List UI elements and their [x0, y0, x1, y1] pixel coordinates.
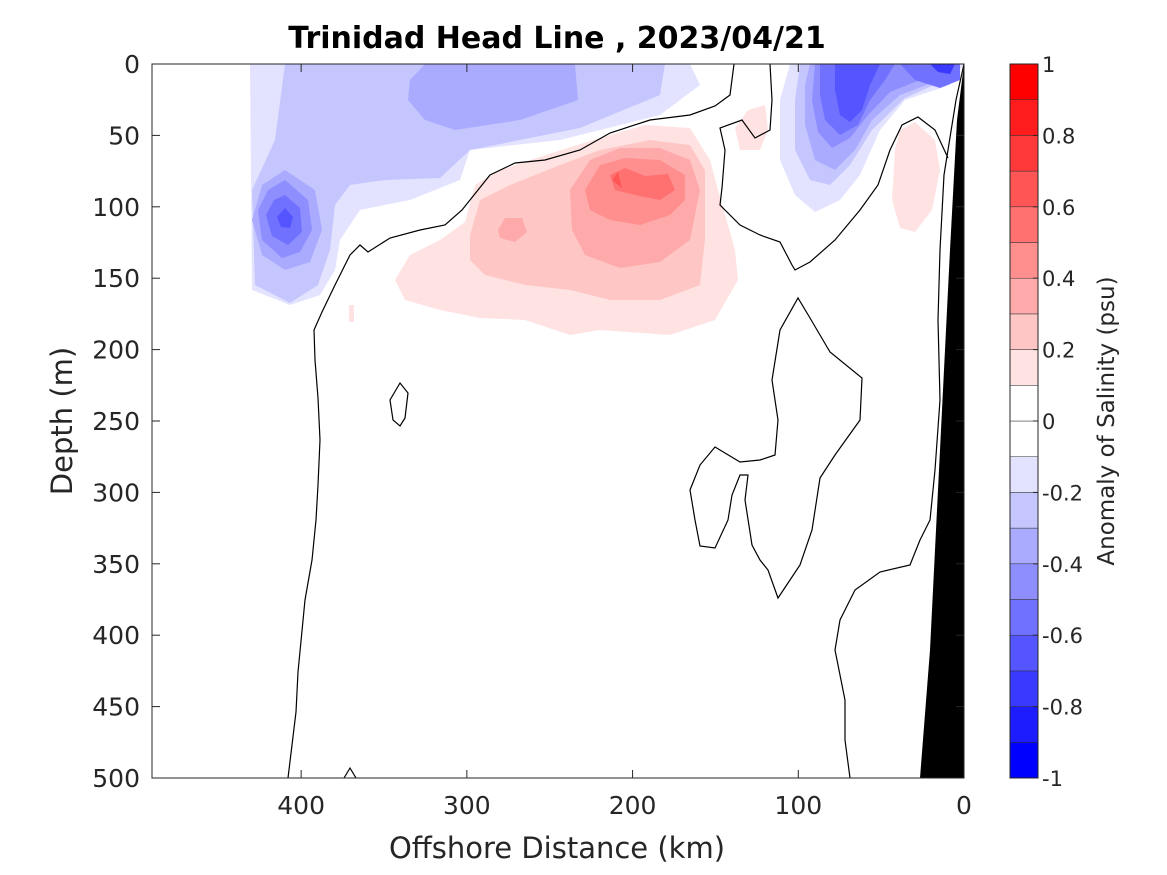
x-axis-ticks: 400 300 200 100 0: [277, 64, 972, 820]
colorbar-swatch: [1009, 420, 1039, 457]
colorbar-tick-label: 0.6: [1042, 196, 1075, 220]
y-tick-label: 400: [92, 621, 140, 650]
y-tick-label: 300: [92, 478, 140, 507]
colorbar-swatch: [1009, 63, 1039, 100]
positive-region-level-6: [612, 172, 622, 188]
positive-region-nearshore-level-1: [892, 122, 940, 232]
seafloor-mask: [920, 64, 964, 778]
colorbar-swatch: [1009, 492, 1039, 529]
colorbar-swatch: [1009, 599, 1039, 636]
colorbar-swatch: [1009, 170, 1039, 208]
zero-contour-east: [719, 64, 949, 271]
negative-region-coastal-level-7: [930, 64, 955, 74]
zero-contour-speck: [343, 766, 357, 778]
colorbar-tick-label: -0.8: [1042, 696, 1083, 720]
y-tick-label: 100: [92, 193, 140, 222]
y-tick-label: 200: [92, 336, 140, 365]
colorbar-swatch: [1009, 242, 1039, 279]
y-tick-label: 0: [124, 50, 140, 79]
colorbar-tick-label: 0: [1042, 410, 1055, 434]
colorbar-swatch: [1009, 385, 1039, 422]
y-tick-label: 250: [92, 407, 140, 436]
zero-contour-island-1: [389, 381, 409, 427]
colorbar-swatch: [1009, 563, 1039, 600]
x-tick-label: 300: [443, 791, 491, 820]
y-tick-label: 500: [92, 764, 140, 793]
colorbar-swatch: [1009, 742, 1039, 779]
colorbar-swatch: [1009, 706, 1039, 743]
positive-region-level-5: [610, 168, 675, 200]
colorbar-swatch: [1009, 135, 1039, 172]
colorbar-tick-label: 0.8: [1042, 124, 1075, 148]
y-tick-label: 150: [92, 264, 140, 293]
positive-region-small-level-1: [735, 105, 768, 150]
zero-contour-main: [287, 64, 735, 778]
x-tick-label: 0: [956, 791, 972, 820]
colorbar-swatch: [1009, 456, 1039, 493]
x-axis-label: Offshore Distance (km): [389, 831, 725, 865]
negative-region-level-3: [408, 64, 578, 130]
colorbar-tick-label: -0.6: [1042, 624, 1083, 648]
colorbar-swatch: [1009, 206, 1039, 243]
colorbar-swatch: [1009, 313, 1039, 350]
colorbar-tick-label: 0.2: [1042, 339, 1075, 363]
negative-region-offshore-level-6: [277, 208, 293, 228]
y-axis-label: Depth (m): [45, 347, 79, 495]
positive-region-speck-level-1: [349, 305, 354, 322]
y-tick-label: 50: [108, 121, 140, 150]
positive-region-offshore-level-3: [498, 218, 527, 242]
negative-region-nearshore-level-6: [835, 64, 880, 122]
colorbar-tick-label: 1: [1042, 53, 1055, 77]
zero-contour-coast: [834, 64, 964, 778]
colorbar: 1 0.8 0.6 0.4 0.2 0 -0.2 -0.4 -0.6 -0.8 -1: [1009, 53, 1083, 791]
colorbar-label: Anomaly of Salinity (psu): [1094, 276, 1120, 565]
plot-area: 400 300 200 100 0 0 50 100 150 200 250 300 350 400 45…: [92, 50, 972, 820]
chart-title: Trinidad Head Line , 2023/04/21: [288, 21, 825, 56]
contour-fill: [250, 64, 964, 778]
zero-contour-island-2: [689, 296, 863, 600]
x-tick-label: 400: [277, 791, 325, 820]
colorbar-swatch: [1009, 634, 1039, 672]
colorbar-swatch: [1009, 277, 1039, 315]
colorbar-swatch: [1009, 99, 1039, 136]
zero-contours: [287, 64, 964, 778]
y-axis-ticks: 0 50 100 150 200 250 300 350 400 450 500: [92, 50, 964, 793]
colorbar-tick-label: 0.4: [1042, 267, 1075, 291]
negative-region-level-2: [252, 64, 665, 303]
y-tick-label: 350: [92, 550, 140, 579]
colorbar-swatch: [1009, 670, 1039, 707]
colorbar-tick-label: -0.2: [1042, 481, 1083, 505]
x-tick-label: 100: [774, 791, 822, 820]
colorbar-swatch: [1009, 349, 1039, 386]
colorbar-tick-label: -1: [1042, 767, 1063, 791]
y-tick-label: 450: [92, 693, 140, 722]
colorbar-tick-label: -0.4: [1042, 553, 1083, 577]
colorbar-swatch: [1009, 527, 1039, 565]
colorbar-ticks: 1 0.8 0.6 0.4 0.2 0 -0.2 -0.4 -0.6 -0.8 -1: [1033, 53, 1083, 791]
x-tick-label: 200: [609, 791, 657, 820]
